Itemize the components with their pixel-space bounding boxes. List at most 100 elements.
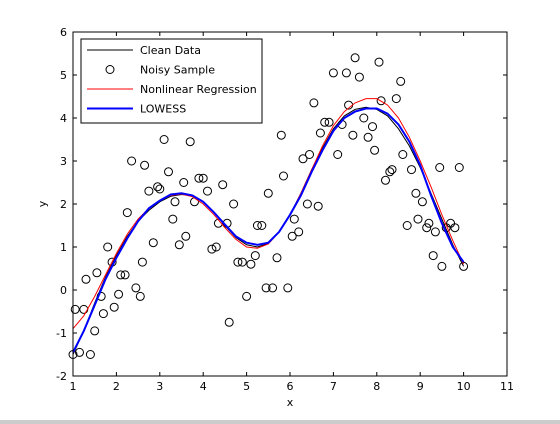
data-point	[122, 208, 132, 218]
legend: Clean Data Noisy Sample Nonlinear Regressi…	[80, 38, 263, 124]
data-point	[359, 113, 369, 123]
legend-marker	[105, 65, 115, 74]
series-line	[72, 107, 465, 353]
data-point	[437, 261, 447, 271]
data-point	[320, 117, 330, 127]
data-point	[422, 223, 432, 233]
data-point	[354, 72, 364, 82]
data-point	[391, 94, 401, 104]
data-point	[155, 184, 165, 194]
legend-item: LOWESS	[87, 103, 186, 116]
data-point	[272, 253, 282, 263]
data-point	[257, 221, 267, 230]
data-point	[237, 257, 247, 267]
data-point	[140, 160, 150, 170]
data-point	[170, 197, 180, 207]
data-point	[276, 130, 286, 140]
data-point	[315, 128, 325, 138]
data-point	[233, 257, 243, 267]
data-point	[218, 180, 228, 190]
data-point	[70, 304, 80, 314]
data-point	[411, 188, 421, 198]
data-point	[450, 223, 460, 233]
x-tick-label: 5	[243, 380, 250, 393]
data-point	[459, 261, 469, 271]
y-tick-label: 1	[60, 241, 67, 254]
legend-item: Clean Data	[87, 44, 201, 57]
data-point	[131, 283, 141, 293]
data-point	[294, 227, 304, 237]
data-point	[185, 137, 195, 147]
data-point	[98, 309, 108, 319]
data-point	[207, 244, 217, 254]
data-point	[103, 242, 113, 252]
data-point	[402, 221, 412, 230]
data-point	[305, 150, 314, 159]
data-point	[435, 163, 445, 172]
data-point	[137, 257, 147, 267]
data-point	[164, 167, 173, 177]
y-tick-label: 4	[60, 112, 67, 125]
data-point	[109, 302, 119, 312]
data-point	[144, 186, 154, 196]
data-point	[116, 270, 126, 280]
data-point	[287, 231, 297, 241]
data-point	[250, 251, 260, 261]
y-tick-label: 3	[60, 155, 67, 168]
data-point	[430, 227, 440, 237]
data-point	[224, 317, 234, 327]
data-point	[302, 199, 312, 209]
x-tick-label: 9	[417, 380, 424, 393]
legend-label: Clean Data	[140, 44, 201, 57]
data-point	[396, 76, 406, 86]
legend-label: LOWESS	[140, 103, 186, 116]
data-point	[174, 240, 184, 250]
data-point	[194, 173, 204, 183]
series-line	[72, 98, 465, 330]
data-point	[424, 218, 434, 228]
data-point	[261, 283, 271, 293]
data-point	[289, 214, 299, 224]
data-point	[153, 182, 163, 192]
series-4	[72, 107, 465, 353]
data-point	[376, 96, 386, 106]
y-axis-label: y	[36, 200, 49, 207]
x-tick-label: 8	[373, 380, 380, 393]
data-point	[246, 259, 256, 269]
data-point	[135, 291, 145, 301]
data-point	[203, 186, 212, 196]
y-tick-label: 6	[60, 26, 67, 39]
data-point	[407, 165, 416, 175]
data-point	[85, 350, 95, 359]
series-2	[68, 53, 469, 359]
data-point	[268, 283, 278, 293]
data-point	[229, 199, 239, 209]
data-point	[398, 150, 408, 159]
data-point	[198, 173, 208, 183]
x-tick-label: 7	[330, 380, 337, 393]
data-point	[454, 163, 464, 172]
axes-layer: 1 2 3 4 5 6 7 8 9 10 11 -2 -1 0 1 2 3 4 5 6	[56, 26, 514, 393]
data-point	[252, 221, 262, 230]
data-point	[159, 135, 169, 144]
data-point	[341, 68, 351, 78]
x-axis-label: x	[287, 396, 294, 409]
data-point	[350, 53, 360, 63]
data-point	[181, 231, 191, 241]
data-point	[348, 130, 358, 140]
data-point	[328, 68, 338, 78]
data-point	[81, 274, 91, 284]
legend-label: Noisy Sample	[140, 64, 215, 77]
data-point	[242, 291, 252, 301]
x-tick-label: 2	[113, 380, 120, 393]
y-tick-label: -1	[56, 327, 67, 340]
y-tick-label: -2	[56, 370, 67, 383]
data-point	[96, 291, 106, 301]
data-point	[279, 171, 288, 181]
series-3	[72, 98, 465, 330]
data-point	[211, 242, 221, 252]
data-point	[417, 197, 427, 207]
y-tick-label: 2	[60, 198, 67, 211]
